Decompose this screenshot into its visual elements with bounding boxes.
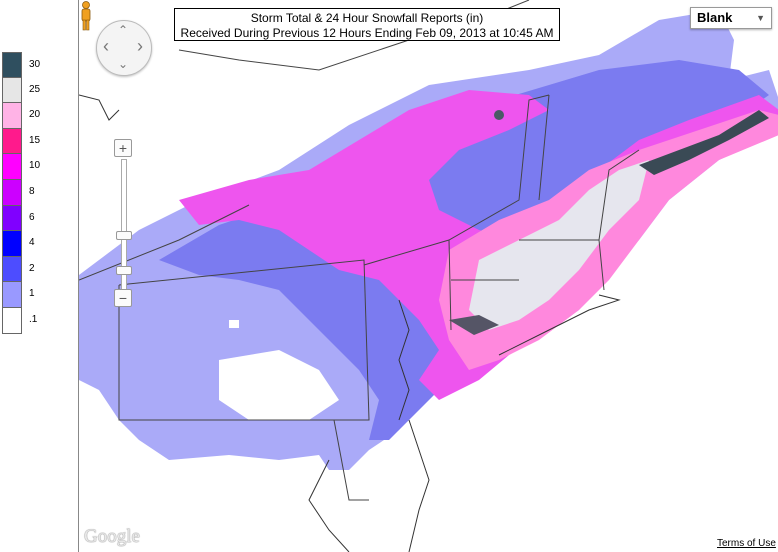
- legend-label: 4: [29, 237, 35, 249]
- state-borders: [79, 0, 640, 501]
- zoom-control[interactable]: + −: [114, 139, 134, 309]
- legend-label: 10: [29, 160, 41, 172]
- legend-swatch: 1: [2, 282, 35, 308]
- legend-swatch: 6: [2, 205, 35, 232]
- legend-label: 20: [29, 109, 41, 121]
- map-canvas[interactable]: Storm Total & 24 Hour Snowfall Reports (…: [78, 0, 778, 552]
- map-type-select[interactable]: Blank ▼: [690, 7, 772, 29]
- pan-up-icon[interactable]: ⌃: [117, 23, 129, 37]
- map-title-line2: Received During Previous 12 Hours Ending…: [180, 26, 554, 40]
- legend-label: 6: [29, 211, 35, 223]
- chevron-down-icon: ▼: [756, 13, 765, 23]
- legend-label: 30: [29, 59, 41, 70]
- map-title: Storm Total & 24 Hour Snowfall Reports (…: [174, 8, 560, 41]
- map-type-label: Blank: [697, 10, 733, 25]
- terms-of-use-link[interactable]: Terms of Use: [717, 538, 776, 549]
- pan-ring[interactable]: [96, 20, 152, 76]
- legend-label: 25: [29, 83, 41, 95]
- pan-right-icon[interactable]: ›: [137, 36, 143, 56]
- legend-label: .1: [29, 313, 38, 325]
- snowfall-overlay: [79, 0, 778, 552]
- zoom-out-button[interactable]: −: [114, 289, 132, 307]
- snowfall-legend: 30 25 20 15 10 8 6 4 2 1 .1: [2, 52, 40, 334]
- pegman-icon[interactable]: [79, 0, 93, 32]
- google-logo: Google: [84, 526, 140, 547]
- snow-zone-extreme: [639, 110, 769, 175]
- legend-label: 8: [29, 185, 35, 197]
- map-title-line1: Storm Total & 24 Hour Snowfall Reports (…: [250, 11, 484, 25]
- legend-label: 2: [29, 262, 35, 274]
- legend-swatch: 2: [2, 256, 35, 283]
- pan-control[interactable]: ⌃ ⌄ ‹ ›: [96, 20, 152, 76]
- coastline: [79, 94, 621, 552]
- legend-label: 15: [29, 134, 41, 146]
- zoom-in-button[interactable]: +: [114, 139, 132, 157]
- pan-down-icon[interactable]: ⌄: [117, 57, 129, 71]
- legend-swatch: 4: [2, 231, 35, 257]
- zoom-tick: [116, 266, 132, 275]
- legend-label: 1: [29, 288, 35, 300]
- legend-swatch: 10: [2, 154, 40, 180]
- pan-left-icon[interactable]: ‹: [103, 36, 109, 56]
- zoom-tick: [116, 231, 132, 240]
- legend-swatch: 30: [2, 52, 40, 78]
- legend-swatch: 20: [2, 103, 40, 129]
- legend-swatch: 15: [2, 128, 40, 155]
- legend-swatch: 8: [2, 179, 35, 206]
- legend-swatch: 25: [2, 77, 40, 104]
- legend-swatch: .1: [2, 307, 37, 334]
